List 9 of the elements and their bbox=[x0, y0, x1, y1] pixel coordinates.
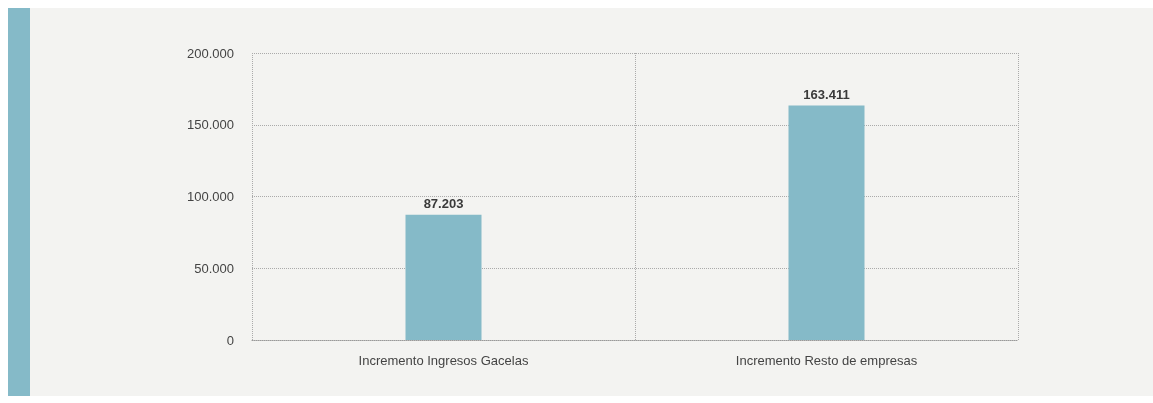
y-tick-label: 150.000 bbox=[187, 117, 234, 133]
data-label: 87.203 bbox=[423, 195, 464, 211]
y-tick-label: 50.000 bbox=[194, 260, 234, 276]
y-tick-label: 200.000 bbox=[187, 45, 234, 61]
data-label: 163.411 bbox=[803, 86, 850, 102]
x-tick-label: Incremento Ingresos Gacelas bbox=[358, 353, 529, 368]
x-tick-label: Incremento Resto de empresas bbox=[735, 353, 918, 368]
y-tick-label: 0 bbox=[226, 332, 234, 348]
y-tick-label: 100.000 bbox=[187, 189, 234, 204]
